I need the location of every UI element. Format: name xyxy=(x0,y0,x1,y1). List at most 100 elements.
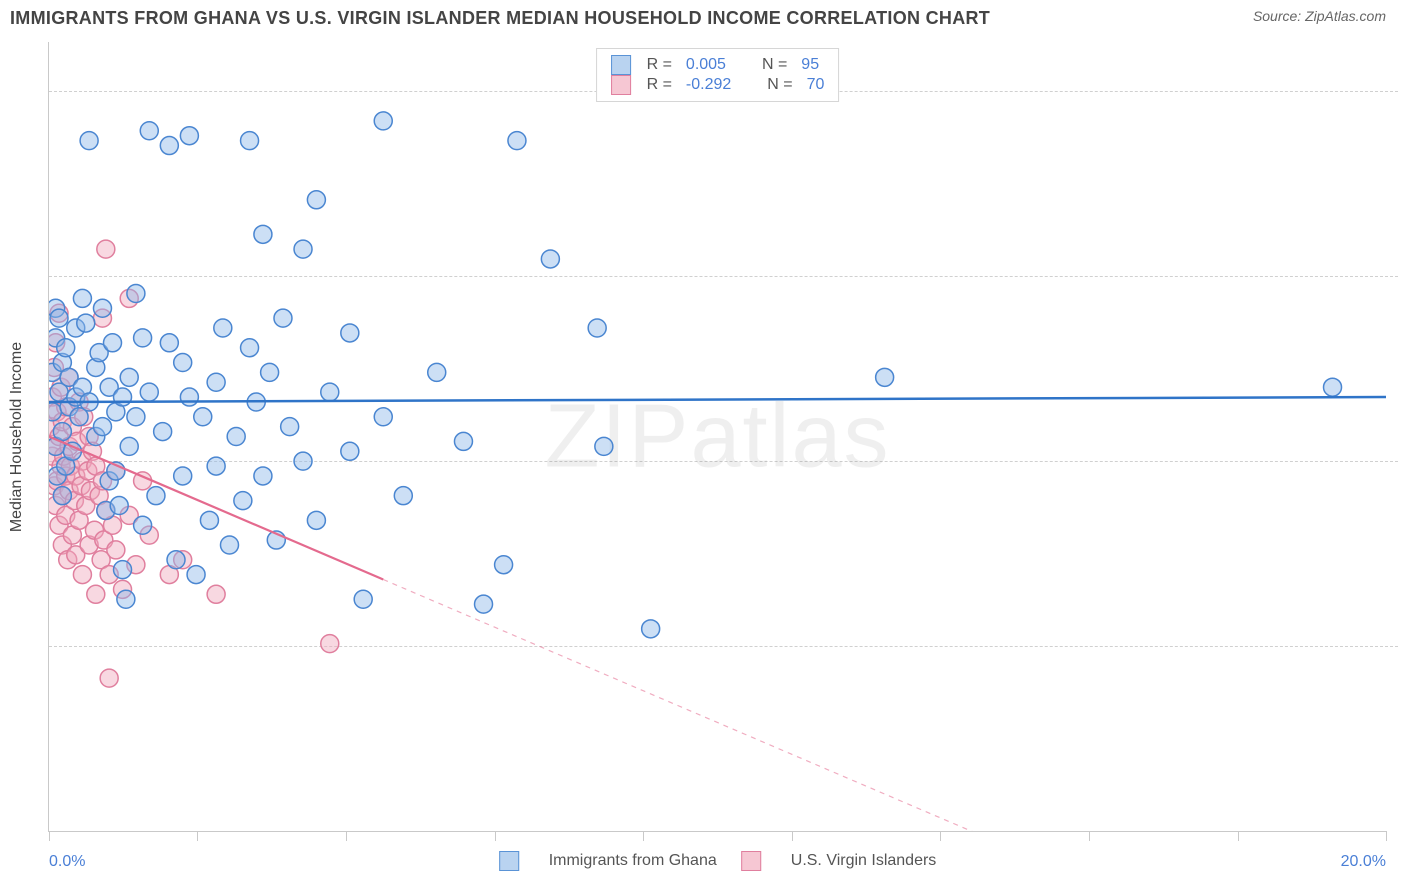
legend-series-box: Immigrants from Ghana U.S. Virgin Island… xyxy=(499,851,937,871)
scatter-point xyxy=(134,329,152,347)
chart-title: IMMIGRANTS FROM GHANA VS U.S. VIRGIN ISL… xyxy=(10,8,990,29)
scatter-point xyxy=(281,418,299,436)
scatter-point xyxy=(254,225,272,243)
scatter-point xyxy=(341,324,359,342)
scatter-point xyxy=(321,383,339,401)
legend-n-label-1: N = xyxy=(767,76,792,94)
legend-n-value-0: 95 xyxy=(801,56,819,74)
scatter-point xyxy=(80,132,98,150)
scatter-point xyxy=(114,561,132,579)
scatter-point xyxy=(117,590,135,608)
legend-swatch-0 xyxy=(611,55,631,75)
legend-stats-row-1: R = -0.292 N = 70 xyxy=(611,75,825,95)
legend-r-label-0: R = xyxy=(647,56,672,74)
scatter-point xyxy=(100,669,118,687)
scatter-point xyxy=(454,432,472,450)
scatter-point xyxy=(207,373,225,391)
scatter-point xyxy=(127,284,145,302)
scatter-point xyxy=(374,112,392,130)
scatter-point xyxy=(495,556,513,574)
scatter-point xyxy=(93,299,111,317)
scatter-point xyxy=(541,250,559,268)
scatter-point xyxy=(234,492,252,510)
x-tick xyxy=(792,831,793,841)
scatter-point xyxy=(394,487,412,505)
scatter-point xyxy=(1324,378,1342,396)
scatter-point xyxy=(187,566,205,584)
scatter-point xyxy=(274,309,292,327)
x-tick xyxy=(346,831,347,841)
scatter-point xyxy=(294,240,312,258)
scatter-point xyxy=(154,423,172,441)
scatter-point xyxy=(97,240,115,258)
scatter-point xyxy=(241,132,259,150)
chart-header: IMMIGRANTS FROM GHANA VS U.S. VIRGIN ISL… xyxy=(0,0,1406,33)
scatter-point xyxy=(77,314,95,332)
legend-stats-row-0: R = 0.005 N = 95 xyxy=(611,55,825,75)
scatter-point xyxy=(207,457,225,475)
scatter-point xyxy=(294,452,312,470)
y-tick-label: $37,500 xyxy=(1398,637,1406,655)
scatter-point xyxy=(167,551,185,569)
x-tick xyxy=(1089,831,1090,841)
scatter-point xyxy=(127,408,145,426)
scatter-point xyxy=(341,442,359,460)
legend-n-value-1: 70 xyxy=(807,76,825,94)
x-tick xyxy=(49,831,50,841)
scatter-point xyxy=(160,137,178,155)
x-tick xyxy=(940,831,941,841)
scatter-point xyxy=(174,354,192,372)
x-tick xyxy=(495,831,496,841)
scatter-point xyxy=(104,334,122,352)
legend-r-label-1: R = xyxy=(647,76,672,94)
scatter-point xyxy=(73,566,91,584)
legend-bottom-swatch-0 xyxy=(499,851,519,871)
legend-bottom-label-0: Immigrants from Ghana xyxy=(549,852,717,870)
scatter-point xyxy=(87,585,105,603)
scatter-point xyxy=(227,428,245,446)
scatter-point xyxy=(214,319,232,337)
x-tick xyxy=(197,831,198,841)
legend-bottom-swatch-1 xyxy=(741,851,761,871)
legend-r-value-1: -0.292 xyxy=(686,76,731,94)
scatter-point xyxy=(307,511,325,529)
scatter-point xyxy=(53,487,71,505)
scatter-point xyxy=(194,408,212,426)
scatter-point xyxy=(180,388,198,406)
scatter-point xyxy=(354,590,372,608)
scatter-point xyxy=(140,383,158,401)
scatter-point xyxy=(110,497,128,515)
scatter-point xyxy=(93,418,111,436)
scatter-point xyxy=(261,363,279,381)
scatter-point xyxy=(254,467,272,485)
scatter-point xyxy=(120,437,138,455)
scatter-point xyxy=(588,319,606,337)
x-axis-max-label: 20.0% xyxy=(1341,853,1386,871)
legend-swatch-1 xyxy=(611,75,631,95)
scatter-point xyxy=(642,620,660,638)
scatter-point xyxy=(120,368,138,386)
scatter-point xyxy=(73,289,91,307)
scatter-point xyxy=(107,541,125,559)
scatter-point xyxy=(207,585,225,603)
scatter-point xyxy=(50,309,68,327)
scatter-point xyxy=(200,511,218,529)
x-tick xyxy=(1386,831,1387,841)
legend-bottom-label-1: U.S. Virgin Islanders xyxy=(791,852,937,870)
x-tick xyxy=(643,831,644,841)
trend-line-dashed xyxy=(383,580,1386,831)
scatter-point xyxy=(475,595,493,613)
scatter-point xyxy=(220,536,238,554)
chart-source: Source: ZipAtlas.com xyxy=(1253,8,1386,24)
legend-stats-box: R = 0.005 N = 95 R = -0.292 N = 70 xyxy=(596,48,840,102)
x-axis-min-label: 0.0% xyxy=(49,853,85,871)
scatter-point xyxy=(508,132,526,150)
scatter-point xyxy=(114,388,132,406)
scatter-point xyxy=(321,635,339,653)
scatter-point xyxy=(147,487,165,505)
scatter-point xyxy=(140,122,158,140)
chart-plot-area: Median Household Income ZIPatlas R = 0.0… xyxy=(48,42,1386,832)
scatter-point xyxy=(57,339,75,357)
scatter-point xyxy=(160,334,178,352)
y-tick-label: $75,000 xyxy=(1398,452,1406,470)
